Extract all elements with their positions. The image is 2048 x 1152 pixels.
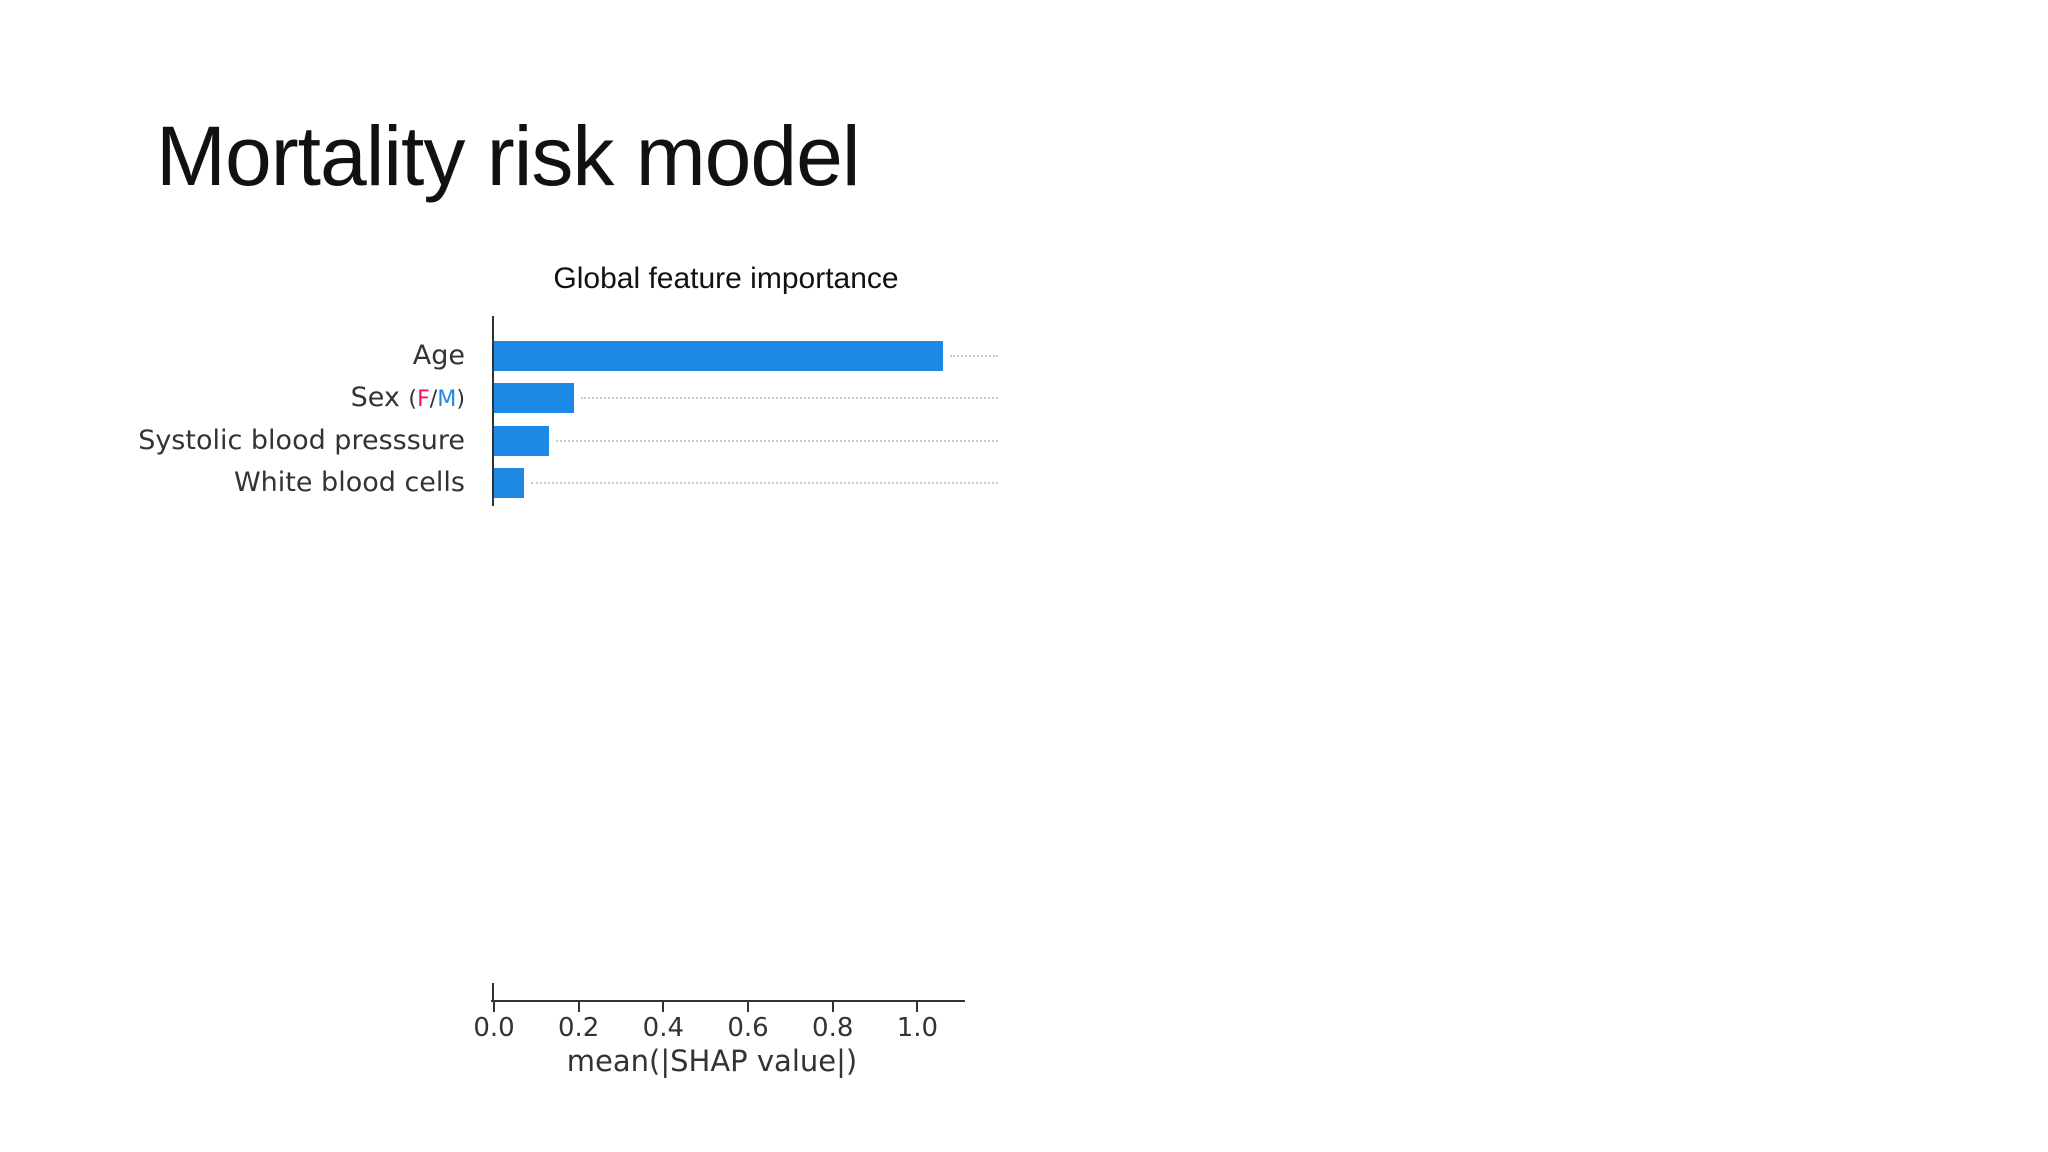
category-label: Age: [412, 340, 465, 371]
x-tick-label: 0.0: [473, 1013, 515, 1043]
x-tick-label: 1.0: [896, 1013, 939, 1043]
x-axis-label: mean(|SHAP value|): [566, 1044, 858, 1078]
leader-line: [556, 439, 998, 442]
leader-line: [581, 397, 998, 400]
female-label: F: [417, 386, 430, 413]
x-tick-label: 0.6: [727, 1013, 769, 1043]
x-tick-label: 0.8: [812, 1013, 854, 1043]
x-tick-label: 0.4: [642, 1013, 685, 1043]
x-tick-mark: [747, 1001, 750, 1012]
bar: [494, 341, 943, 371]
y-axis-line: [492, 316, 494, 506]
chart-title: Global feature importance: [553, 262, 899, 295]
y-axis-stub: [492, 983, 494, 1001]
leader-line: [949, 355, 998, 357]
category-label: White blood cells: [233, 467, 465, 499]
bar: [494, 425, 550, 456]
slide-title: Mortality risk model: [156, 109, 860, 203]
x-tick-mark: [577, 1001, 580, 1012]
category-label: Systolic blood presssure: [138, 424, 465, 456]
x-tick-mark: [916, 1001, 919, 1012]
x-tick-label: 0.2: [557, 1013, 600, 1043]
x-tick-mark: [662, 1001, 665, 1012]
bar: [494, 383, 575, 414]
x-tick-mark: [831, 1001, 834, 1012]
male-label: M: [437, 386, 457, 413]
bar: [494, 468, 524, 499]
x-tick-mark: [493, 1001, 495, 1012]
leader-line: [530, 482, 998, 485]
category-label: Sex (F/M): [350, 382, 465, 414]
x-axis-line: [491, 1000, 965, 1002]
